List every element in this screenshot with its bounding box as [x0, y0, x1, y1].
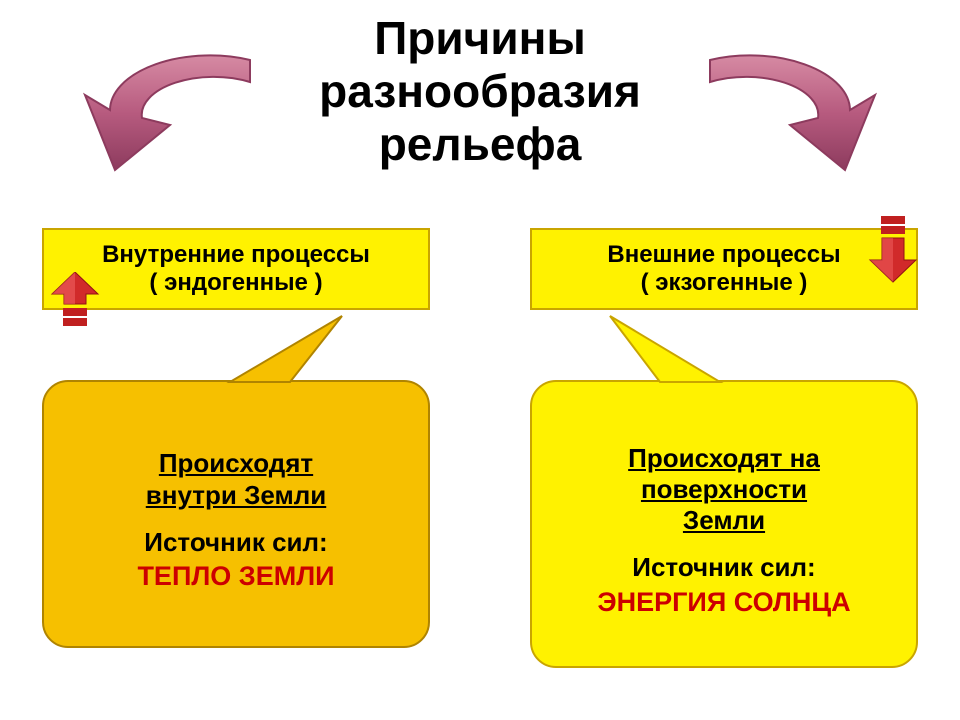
external-line1: Внешние процессы: [532, 241, 916, 269]
diagram-title: Причины разнообразия рельефа: [319, 12, 641, 171]
internal-line2: ( эндогенные ): [44, 269, 428, 297]
internal-callout-sublabel: Источник сил:: [62, 527, 410, 558]
external-callout-source: ЭНЕРГИЯ СОЛНЦА: [550, 586, 898, 620]
curved-arrow-left: [70, 40, 270, 215]
internal-callout-source: ТЕПЛО ЗЕМЛИ: [62, 560, 410, 594]
internal-callout: Происходят внутри Земли Источник сил: ТЕ…: [42, 380, 430, 648]
external-callout-headline: Происходят на поверхности Земли: [550, 443, 898, 537]
curved-arrow-right: [690, 40, 890, 215]
external-processes-box: Внешние процессы ( экзогенные ): [530, 228, 918, 310]
external-line2: ( экзогенные ): [532, 269, 916, 297]
internal-callout-headline: Происходят внутри Земли: [62, 448, 410, 510]
internal-processes-box: Внутренние процессы ( эндогенные ): [42, 228, 430, 310]
external-callout: Происходят на поверхности Земли Источник…: [530, 380, 918, 668]
up-arrow-icon: [50, 272, 100, 340]
internal-line1: Внутренние процессы: [44, 241, 428, 269]
down-arrow-icon: [868, 216, 918, 284]
external-callout-sublabel: Источник сил:: [550, 552, 898, 583]
